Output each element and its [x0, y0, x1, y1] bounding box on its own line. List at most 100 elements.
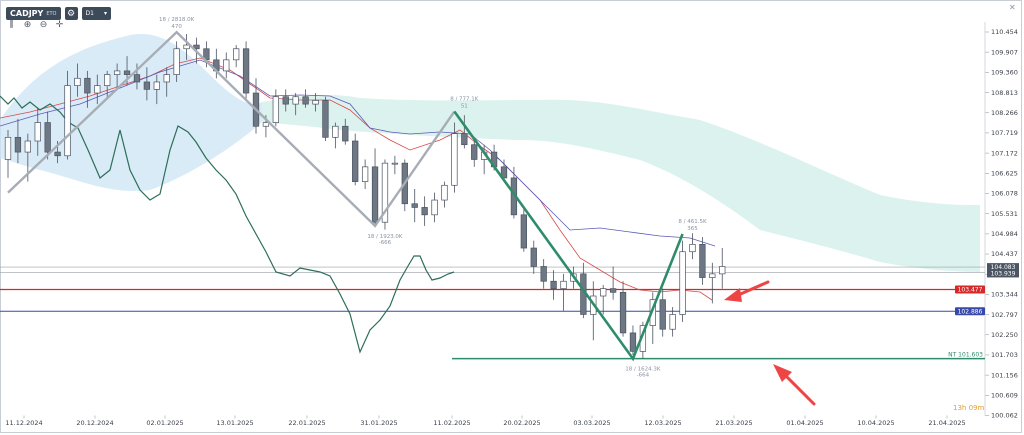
timer-hours: 13	[953, 404, 962, 412]
candle-body	[183, 44, 190, 50]
grey-zigzag[interactable]	[7, 30, 456, 228]
candle-body	[94, 85, 101, 94]
zoom-out-icon[interactable]: ⊖	[39, 20, 48, 30]
peak-c-label-line1: 8 / 461.5K	[678, 219, 707, 225]
candle-body	[540, 266, 547, 282]
symbol-selector[interactable]: CADJPY ETO	[6, 7, 61, 20]
candle-body	[451, 133, 458, 186]
source-label: ETO	[46, 10, 57, 17]
blue-level-badge: 102.886	[958, 308, 983, 315]
candle-body	[242, 48, 250, 94]
time-axis[interactable]: 11.12.2024 20.12.2024 02.01.2025 13.01.2025…	[5, 419, 965, 427]
y-tick-label: 104.984	[991, 230, 1018, 238]
candle-body	[332, 125, 339, 138]
candle-body	[709, 273, 716, 278]
trough-b-label-line1: 18 / 1624.3K	[625, 367, 661, 373]
candle-body	[64, 85, 71, 157]
gear-icon[interactable]: ⚙	[64, 7, 78, 20]
timeframe-selector[interactable]: D1 ▾	[81, 7, 111, 20]
peak-b-label-line2: 51	[461, 103, 468, 109]
candle-body	[471, 144, 478, 160]
candle-body	[421, 207, 428, 216]
candle-body	[34, 122, 41, 142]
bar-chart-icon[interactable]: ⫼	[9, 20, 14, 30]
y-tick-label: 103.344	[991, 291, 1018, 299]
zoom-in-icon[interactable]: ⊕	[23, 20, 32, 30]
candle-body	[689, 243, 696, 253]
x-tick-label: 13.01.2025	[216, 419, 253, 427]
peak-a-label-line1: 18 / 2818.0K	[159, 17, 195, 23]
y-tick-label: 101.703	[991, 351, 1018, 359]
x-tick-label: 03.03.2025	[573, 419, 610, 427]
peak-b-label-line1: 8 / 777.1K	[450, 96, 479, 102]
bar-countdown: 13h 09m	[953, 404, 984, 412]
candle-body	[530, 247, 537, 267]
x-tick-label: 11.02.2025	[433, 419, 470, 427]
candle-body	[292, 96, 299, 105]
candle-body	[153, 81, 160, 90]
candle-body	[322, 100, 329, 138]
y-tick-label: 100.062	[991, 412, 1018, 420]
candle-body	[302, 96, 309, 105]
candle-body	[679, 251, 686, 315]
candle-body	[113, 70, 121, 75]
x-tick-label: 20.12.2024	[76, 419, 113, 427]
arrows[interactable]	[724, 280, 816, 406]
peak-a-label-line2: 470	[171, 24, 182, 30]
candle-body	[431, 199, 438, 216]
timer-h-unit: h	[961, 404, 967, 412]
y-tick-label: 109.360	[991, 69, 1018, 77]
green-zigzag[interactable]	[453, 110, 684, 362]
zigzag-pattern[interactable]	[7, 30, 684, 362]
timer-m-unit: m	[977, 404, 985, 412]
y-tick-label: 110.454	[991, 28, 1018, 36]
x-tick-label: 01.04.2025	[786, 419, 823, 427]
x-tick-label: 10.04.2025	[857, 419, 894, 427]
x-tick-label: 12.03.2025	[644, 419, 681, 427]
candle-body	[163, 74, 170, 83]
candle-body	[123, 70, 131, 75]
candle-body	[500, 166, 508, 179]
x-tick-label: 21.03.2025	[715, 419, 752, 427]
trough-b-label-line2: -664	[637, 373, 650, 379]
candle-body	[223, 59, 230, 72]
candle-body	[44, 122, 51, 153]
candles	[4, 33, 726, 359]
current-price-a: 104.083	[991, 264, 1016, 271]
candle-body	[461, 133, 468, 146]
x-tick-label: 21.04.2025	[928, 419, 965, 427]
candle-body	[520, 214, 527, 249]
x-tick-label: 31.01.2025	[360, 419, 397, 427]
y-tick-label: 102.797	[991, 311, 1018, 319]
candle-body	[699, 243, 706, 278]
current-price-a-bg	[987, 263, 1019, 272]
candle-body	[14, 136, 22, 153]
horizontal-levels[interactable]	[0, 266, 985, 360]
chevron-down-icon: ▾	[103, 10, 107, 17]
candle-body	[669, 314, 676, 330]
candle-body	[24, 140, 31, 153]
arrow-to-red-level-head	[724, 288, 742, 302]
y-tick-label: 107.719	[991, 129, 1018, 137]
trough-a-label-line1: 18 / 1923.0K	[367, 234, 403, 240]
candle-body	[104, 74, 111, 87]
x-tick-label: 11.12.2024	[5, 419, 42, 427]
candle-body	[342, 125, 349, 142]
candle-body	[600, 288, 607, 297]
candle-body	[74, 77, 81, 87]
candle-body	[173, 48, 180, 75]
crosshair-icon[interactable]: ✛	[55, 20, 64, 30]
candle-body	[629, 332, 637, 352]
close-icon[interactable]: ✕	[1009, 3, 1016, 12]
candle-body	[54, 151, 61, 157]
arrow-to-green-level-head	[773, 364, 792, 382]
price-grid	[23, 22, 989, 419]
price-axis[interactable]: 110.454 109.907 109.360 108.813 108.266 107.7…	[991, 28, 1018, 420]
green-level-label: NT 101.603	[948, 352, 983, 359]
x-tick-label: 20.02.2025	[503, 419, 540, 427]
y-tick-label: 108.266	[991, 109, 1018, 117]
y-tick-label: 108.813	[991, 89, 1018, 97]
